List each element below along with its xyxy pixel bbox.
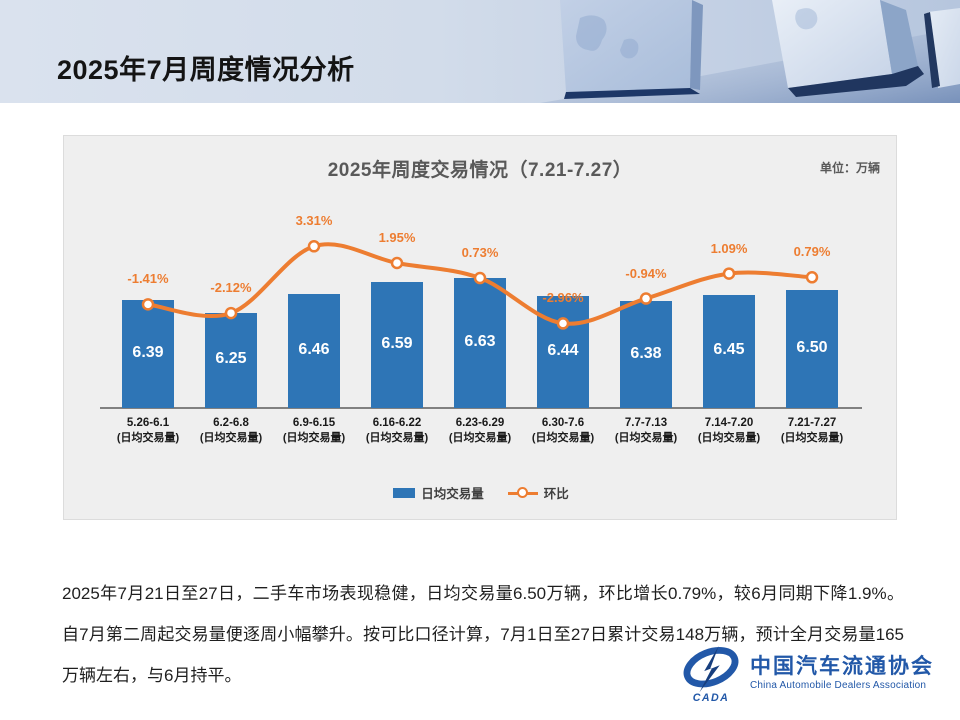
bar-value-label: 6.39 [132, 344, 164, 362]
summary-paragraph: 2025年7月21日至27日，二手车市场表现稳健，日均交易量6.50万辆，环比增… [62, 584, 904, 685]
x-tick: 6.9-6.15 (日均交易量) [271, 415, 357, 446]
bar-value-label: 6.63 [464, 333, 496, 351]
legend-bar-label: 日均交易量 [421, 487, 484, 501]
legend-item-bars: 日均交易量 [393, 483, 484, 502]
pct-label: 1.95% [378, 230, 416, 245]
cada-logo-chinese: 中国汽车流通协会 [750, 654, 934, 678]
x-tick-range: 6.30-7.6 [541, 417, 585, 429]
legend-bar-swatch [393, 487, 416, 498]
x-tick-sublabel: (日均交易量) [282, 432, 346, 444]
x-tick: 7.21-7.27 (日均交易量) [769, 415, 855, 446]
bar-value-label: 6.25 [215, 350, 247, 368]
x-tick: 6.2-6.8 (日均交易量) [188, 415, 274, 446]
page-title: 2025年7月周度情况分析 [57, 55, 355, 86]
bar-value-label: 6.44 [547, 341, 579, 359]
x-tick-range: 6.9-6.15 [292, 417, 336, 429]
pct-label: 0.79% [793, 244, 831, 260]
bar-value-label: 6.45 [713, 341, 745, 359]
x-tick-range: 5.26-6.1 [126, 417, 170, 429]
pct-label: -1.41% [127, 271, 169, 287]
x-axis-line [100, 407, 862, 409]
cubes-decoration-image [540, 0, 960, 103]
bar-value-label: 6.46 [298, 340, 330, 358]
x-tick: 6.16-6.22 (日均交易量) [354, 415, 440, 446]
x-tick: 7.14-7.20 (日均交易量) [686, 415, 772, 446]
pct-label: 3.31% [295, 213, 333, 229]
x-tick-range: 7.14-7.20 [704, 417, 754, 429]
x-tick-range: 6.23-6.29 [455, 417, 505, 429]
x-tick-range: 7.7-7.13 [624, 417, 668, 429]
x-tick-sublabel: (日均交易量) [697, 432, 761, 444]
svg-text:CADA: CADA [693, 692, 730, 704]
pct-label: -2.12% [210, 280, 252, 296]
legend-item-line: 环比 [507, 483, 569, 502]
legend-line-label: 环比 [543, 487, 569, 501]
x-tick-range: 6.2-6.8 [213, 417, 249, 429]
x-tick: 6.23-6.29 (日均交易量) [437, 415, 523, 446]
x-tick: 6.30-7.6 (日均交易量) [520, 415, 606, 446]
x-tick-sublabel: (日均交易量) [531, 432, 595, 444]
plot-area: 日均交易量 环比 6.39 -1.41% 5.26-6.1 (日均交易量) 6.25 -2… [64, 136, 898, 521]
line-marker [390, 256, 404, 270]
line-marker [722, 267, 736, 280]
x-tick: 5.26-6.1 (日均交易量) [105, 415, 191, 446]
pct-label: -2.96% [542, 290, 584, 306]
bar-value-label: 6.38 [630, 344, 662, 362]
pct-label: -0.94% [625, 265, 667, 281]
legend-line-swatch [507, 487, 538, 498]
pct-label: 0.73% [461, 245, 499, 261]
line-marker [307, 240, 321, 253]
bar-value-label: 6.50 [796, 339, 828, 357]
chart-unit-label: 单位：万辆 [819, 161, 880, 175]
x-tick-range: 6.16-6.22 [372, 417, 422, 429]
cada-logo: CADA 中国汽车流通协会 China Automobile Dealers A… [680, 642, 934, 704]
bar-value-label: 6.59 [381, 335, 413, 353]
cada-logo-icon: CADA [683, 645, 739, 704]
chart-panel: 2025年周度交易情况（7.21-7.27） 单位：万辆 日均交易量 环比 6.… [63, 135, 897, 520]
x-tick-sublabel: (日均交易量) [365, 432, 429, 444]
line-marker [805, 271, 819, 284]
cada-logo-text: 中国汽车流通协会 China Automobile Dealers Associ… [750, 655, 934, 692]
bar [205, 312, 257, 408]
x-tick-sublabel: (日均交易量) [780, 432, 844, 444]
cada-logo-english: China Automobile Dealers Association [750, 679, 927, 691]
x-tick: 7.7-7.13 (日均交易量) [603, 415, 689, 446]
x-tick-range: 7.21-7.27 [787, 417, 837, 429]
x-tick-sublabel: (日均交易量) [614, 432, 678, 444]
pct-label: 1.09% [710, 240, 748, 256]
header-band: 2025年7月周度情况分析 [0, 0, 960, 103]
x-tick-sublabel: (日均交易量) [199, 432, 263, 444]
chart-legend: 日均交易量 环比 [64, 483, 898, 502]
x-tick-sublabel: (日均交易量) [116, 432, 180, 444]
x-tick-sublabel: (日均交易量) [448, 432, 512, 444]
chart-title: 2025年周度交易情况（7.21-7.27） [327, 160, 633, 181]
